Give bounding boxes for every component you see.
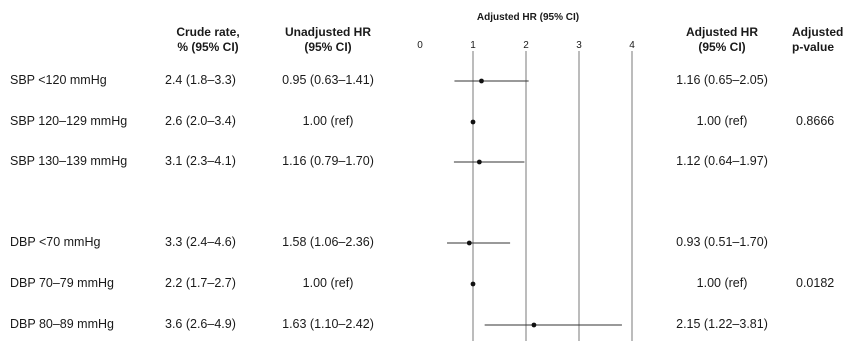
adjusted-hr-value: 0.93 (0.51–1.70) <box>676 235 768 249</box>
forest-plot-title: Adjusted HR (95% CI) <box>477 12 579 23</box>
x-tick-label: 1 <box>470 40 476 51</box>
crude-rate-value: 3.3 (2.4–4.6) <box>165 235 236 249</box>
hr-point <box>470 281 476 287</box>
crude-rate-value: 3.1 (2.3–4.1) <box>165 154 236 168</box>
unadjusted-hr-value: 0.95 (0.63–1.41) <box>282 73 374 87</box>
hr-point <box>470 119 476 125</box>
header-adjusted-hr: Adjusted HR (95% CI) <box>686 25 758 54</box>
adjusted-hr-value: 1.12 (0.64–1.97) <box>676 154 768 168</box>
header-adjusted-pvalue: Adjusted p-value <box>792 25 844 54</box>
hr-point <box>479 78 484 84</box>
header-unadjusted-hr: Unadjusted HR (95% CI) <box>284 25 371 54</box>
hr-point <box>476 159 482 165</box>
row-label: DBP 80–89 mmHg <box>10 317 114 331</box>
unadjusted-hr-value: 1.00 (ref) <box>302 114 354 128</box>
adjusted-hr-value: 1.00 (ref) <box>696 276 748 290</box>
crude-rate-value: 2.4 (1.8–3.3) <box>165 73 236 87</box>
crude-rate-value: 3.6 (2.6–4.9) <box>165 317 236 331</box>
row-label: DBP 70–79 mmHg <box>10 276 114 290</box>
row-label: SBP 120–129 mmHg <box>10 114 128 128</box>
row-label: SBP 130–139 mmHg <box>10 154 128 168</box>
adjusted-hr-value: 1.16 (0.65–2.05) <box>676 73 768 87</box>
adjusted-pvalue: 0.0182 <box>796 276 835 290</box>
hr-point <box>531 322 537 328</box>
unadjusted-hr-value: 1.63 (1.10–2.42) <box>282 317 374 331</box>
crude-rate-value: 2.2 (1.7–2.7) <box>165 276 236 290</box>
x-tick-label: 0 <box>417 40 423 51</box>
adjusted-pvalue: 0.8666 <box>796 114 835 128</box>
row-label: DBP <70 mmHg <box>10 235 101 249</box>
unadjusted-hr-value: 1.16 (0.79–1.70) <box>282 154 374 168</box>
adjusted-hr-value: 1.00 (ref) <box>696 114 748 128</box>
row-label: SBP <120 mmHg <box>10 73 107 87</box>
unadjusted-hr-value: 1.00 (ref) <box>302 276 354 290</box>
adjusted-hr-value: 2.15 (1.22–3.81) <box>676 317 768 331</box>
x-tick-label: 3 <box>576 40 582 51</box>
unadjusted-hr-value: 1.58 (1.06–2.36) <box>282 235 374 249</box>
crude-rate-value: 2.6 (2.0–3.4) <box>165 114 236 128</box>
header-crude-rate: Crude rate, % (95% CI) <box>176 25 240 54</box>
hr-point <box>466 240 472 246</box>
x-tick-label: 2 <box>523 40 529 51</box>
x-tick-label: 4 <box>629 40 635 51</box>
